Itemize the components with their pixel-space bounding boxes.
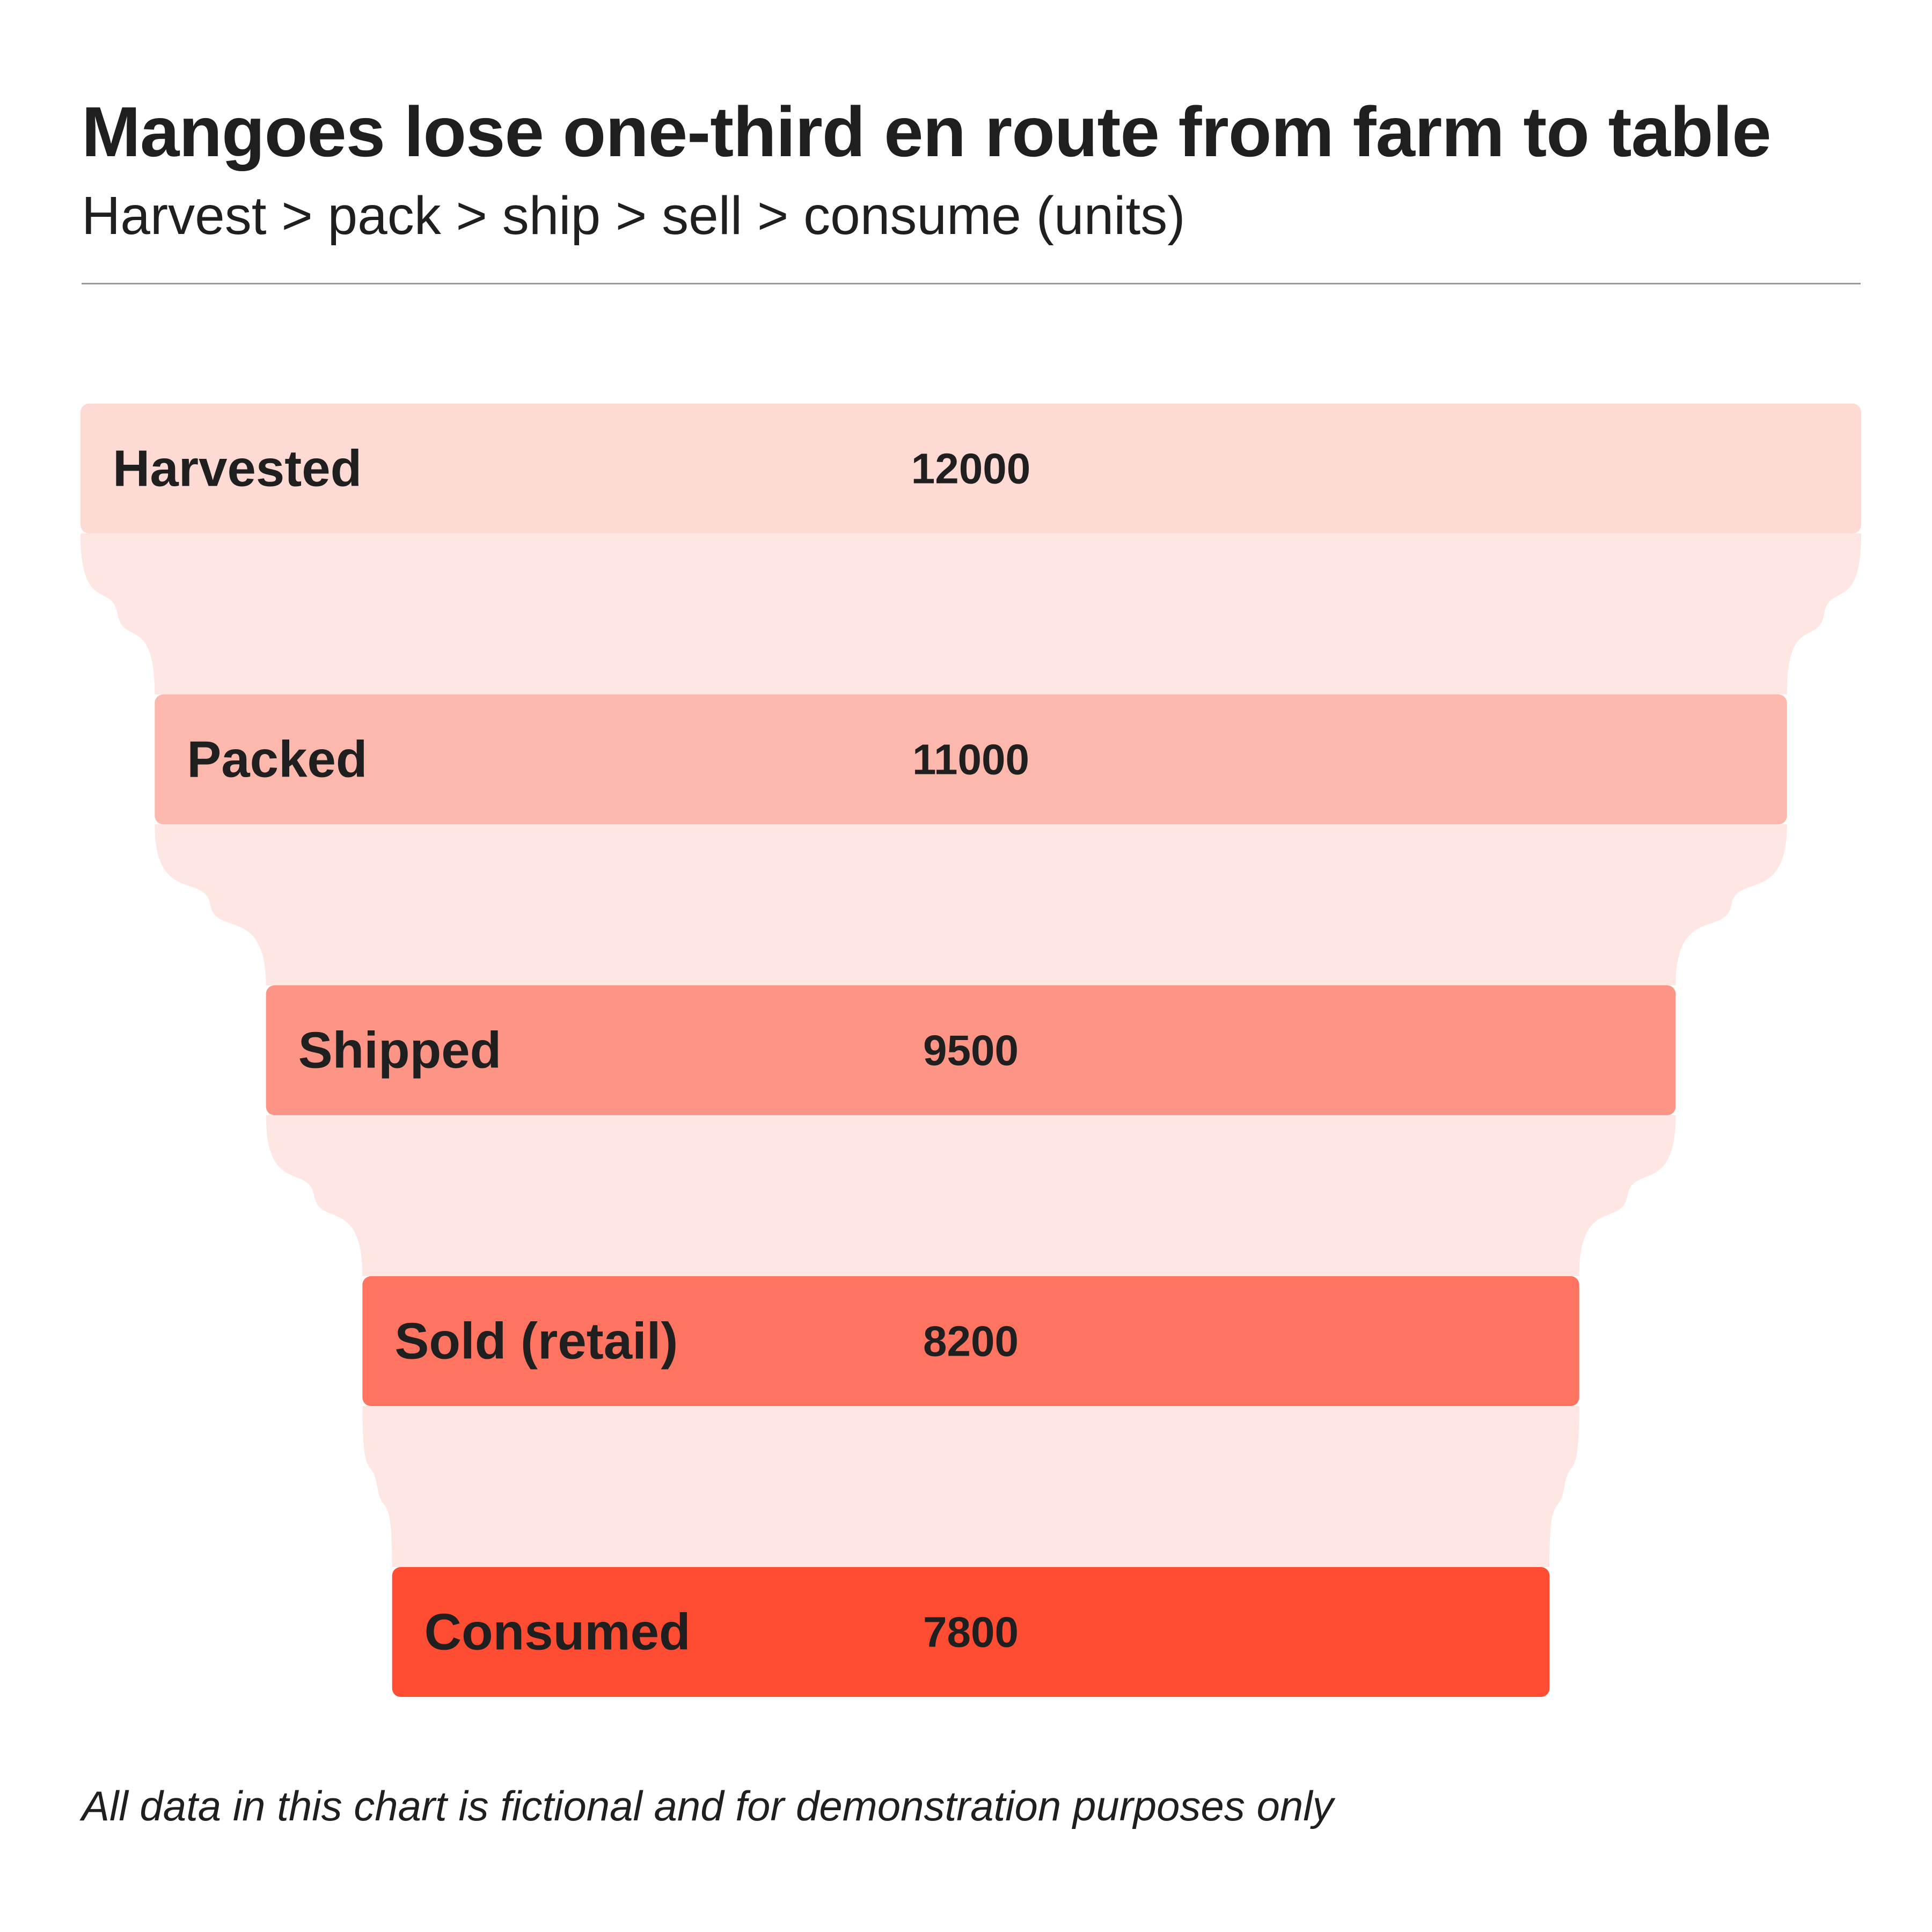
funnel-bar xyxy=(155,694,1787,824)
stage-value: 11000 xyxy=(912,736,1029,784)
chart-subtitle: Harvest > pack > ship > sell > consume (… xyxy=(82,186,1185,246)
stage-value: 7800 xyxy=(923,1608,1019,1656)
stage-value: 12000 xyxy=(911,445,1030,493)
stage-label: Sold (retail) xyxy=(394,1313,678,1370)
funnel-connector xyxy=(80,533,1861,694)
funnel-values: 12000 11000 9500 8200 7800 xyxy=(911,445,1030,1656)
funnel-connector xyxy=(155,824,1787,985)
funnel-bar xyxy=(266,985,1676,1115)
stage-label: Shipped xyxy=(298,1022,502,1079)
funnel-connectors xyxy=(80,533,1861,1567)
chart-title: Mangoes lose one-third en route from far… xyxy=(82,92,1772,171)
funnel-bar xyxy=(362,1276,1579,1406)
funnel-bar xyxy=(80,404,1861,533)
funnel-bars xyxy=(80,404,1861,1697)
funnel-connector xyxy=(266,1115,1676,1276)
header-divider xyxy=(82,283,1861,284)
funnel-labels: Harvested Packed Shipped Sold (retail) Consu… xyxy=(113,440,691,1661)
stage-label: Harvested xyxy=(113,440,362,497)
stage-label: Packed xyxy=(187,731,367,788)
stage-value: 8200 xyxy=(923,1318,1019,1365)
stage-value: 9500 xyxy=(923,1027,1019,1074)
funnel-bar xyxy=(392,1567,1550,1697)
funnel-connector xyxy=(362,1406,1579,1567)
chart-footnote: All data in this chart is fictional and … xyxy=(82,1782,1334,1829)
stage-label: Consumed xyxy=(425,1604,691,1661)
